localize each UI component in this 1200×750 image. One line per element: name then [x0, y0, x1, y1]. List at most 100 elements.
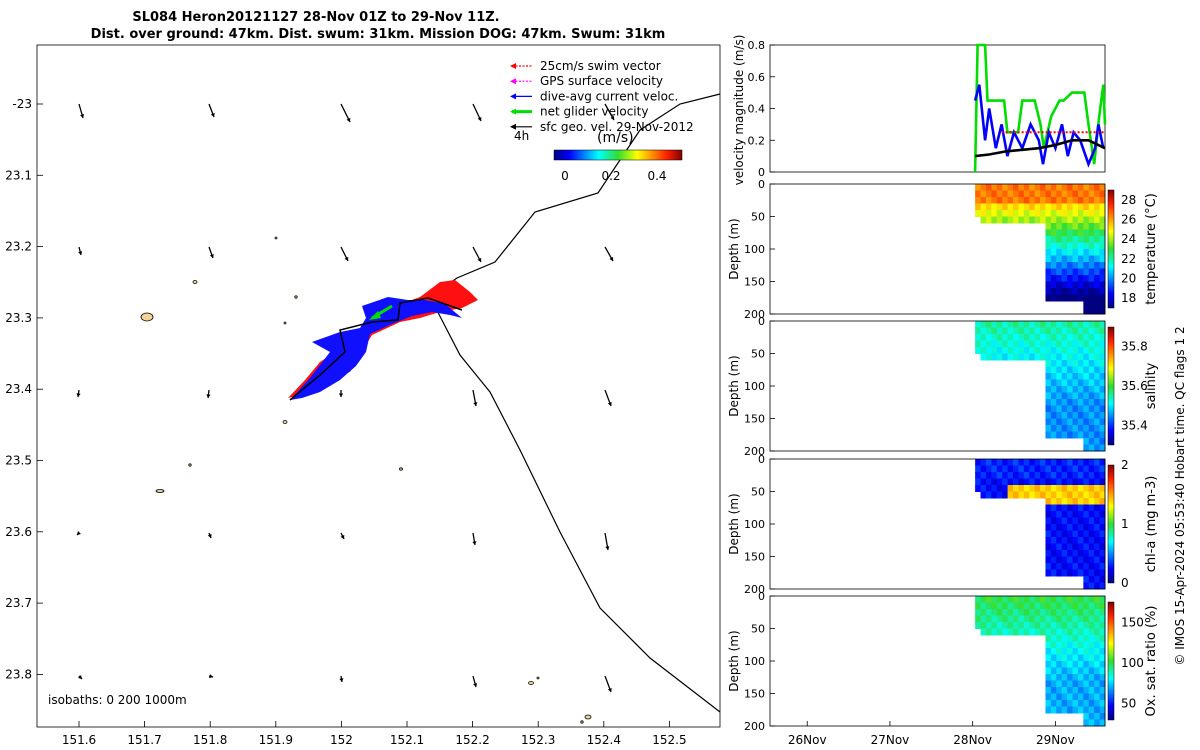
- map-x-tick-label: 152.4: [587, 733, 621, 747]
- colorbar-tick-label: 20: [1121, 272, 1136, 286]
- current-arrow: [208, 246, 214, 259]
- velocity-y-tick-label: 0.4: [748, 103, 766, 116]
- depth-tick-label: 0: [758, 315, 765, 328]
- glider-path-line: [289, 297, 463, 401]
- colorbar-tick-label: 35.6: [1121, 379, 1148, 393]
- map-x-tick-label: 151.9: [259, 733, 293, 747]
- depth-tick-label: 100: [744, 518, 765, 531]
- current-arrow: [604, 532, 610, 551]
- glider-track: [288, 280, 478, 401]
- colorbar-tick-label: 18: [1121, 291, 1136, 305]
- profile-data-cells: [975, 596, 1106, 727]
- depth-tick-label: 50: [751, 348, 765, 361]
- colorbar-tick-label: 2: [1121, 458, 1129, 472]
- profile-data-cells: [975, 321, 1106, 452]
- current-arrow: [604, 246, 614, 262]
- current-arrow: [604, 389, 612, 407]
- colorbar-unit-label: (m/s): [597, 130, 634, 146]
- depth-tick-label: 150: [744, 688, 765, 701]
- depth-tick-label: 150: [744, 551, 765, 564]
- time-tick-label: 28Nov: [953, 733, 992, 747]
- velocity-series-line: [974, 139, 1106, 158]
- profile-data-cells: [975, 459, 1106, 590]
- depth-tick-label: 200: [744, 720, 765, 733]
- speed-colorbar-tick-label: 0.2: [601, 169, 620, 183]
- depth-tick-label: 50: [751, 486, 765, 499]
- velocity-series: [973, 43, 1107, 173]
- speed-colorbar-tick-label: 0: [561, 169, 569, 183]
- map-x-tick-label: 152.3: [521, 733, 555, 747]
- profile-colorbar: [1107, 189, 1115, 309]
- current-vector-arrows: [76, 103, 615, 693]
- time-tick-label: 29Nov: [1036, 733, 1075, 747]
- colorbar-tick-label: 35.4: [1121, 418, 1148, 432]
- map-y-tick-label: 23.3: [5, 311, 32, 325]
- depth-tick-label: 100: [744, 380, 765, 393]
- velocity-y-tick-label: 0.2: [748, 134, 766, 147]
- net-glider-velocity-head: [369, 311, 381, 320]
- current-arrow: [78, 675, 83, 680]
- current-arrow: [472, 675, 478, 688]
- isobaths-label: isobaths: 0 200 1000m: [48, 693, 187, 707]
- colorbar-tick-label: 35.8: [1121, 340, 1148, 354]
- profile-colorbar: [1107, 601, 1115, 721]
- velocity-y-tick-label: 0: [758, 166, 765, 179]
- map-y-tick-label: 23.8: [5, 667, 32, 681]
- current-arrow: [339, 675, 344, 683]
- map-x-tick-label: 151.6: [62, 733, 96, 747]
- current-arrow: [472, 389, 478, 407]
- colorbar-label: Ox. sat. ratio (%): [1144, 606, 1159, 717]
- map-x-tick-label: 152: [330, 733, 353, 747]
- depth-tick-label: 200: [744, 308, 765, 321]
- velocity-y-tick-label: 0.6: [748, 71, 766, 84]
- title-line-2: Dist. over ground: 47km. Dist. swum: 31k…: [91, 27, 666, 42]
- current-arrow: [76, 389, 81, 398]
- profile-colorbar: [1107, 326, 1115, 446]
- map-y-ticks: -23 23.1 23.2 23.3 23.4 23.5 23.6 23.7 23.8: [5, 97, 43, 681]
- current-arrow: [78, 103, 85, 119]
- speed-colorbar-ticks: 0 0.2 0.4: [561, 169, 666, 183]
- map-y-tick-label: 23.6: [5, 525, 32, 539]
- legend-label: GPS surface velocity: [540, 74, 663, 88]
- map-y-tick-label: 23.2: [5, 240, 32, 254]
- current-arrow: [208, 103, 215, 118]
- colorbar-tick-label: 100: [1121, 656, 1144, 670]
- current-arrow: [338, 390, 344, 397]
- map-y-tick-label: 23.7: [5, 596, 32, 610]
- colorbar-tick-label: 24: [1121, 232, 1136, 246]
- depth-tick-label: 200: [744, 583, 765, 596]
- depth-tick-label: 50: [751, 623, 765, 636]
- time-axis-ticks: 26Nov 27Nov 28Nov 29Nov: [788, 721, 1075, 747]
- title-line-1: SL084 Heron20121127 28-Nov 01Z to 29-Nov…: [132, 10, 499, 25]
- depth-axis-label: Depth (m): [727, 493, 741, 554]
- legend-entry: sfc geo. vel. 29-Nov-2012: [510, 120, 694, 134]
- current-arrow: [76, 531, 81, 536]
- speed-colorbar: [553, 149, 683, 161]
- legend-entry: net glider velocity: [510, 105, 648, 119]
- current-arrow: [604, 675, 612, 693]
- map-x-tick-label: 151.8: [193, 733, 227, 747]
- map-x-tick-label: 151.7: [127, 733, 161, 747]
- current-arrow: [472, 103, 482, 122]
- current-arrow: [206, 389, 211, 399]
- map-x-tick-label: 152.1: [390, 733, 424, 747]
- map-y-tick-label: 23.5: [5, 454, 32, 468]
- map-y-tick-label: 23.1: [5, 168, 32, 182]
- current-arrow: [472, 246, 482, 263]
- current-arrow: [340, 246, 349, 262]
- depth-tick-label: 100: [744, 655, 765, 668]
- velocity-series-line: [973, 84, 1105, 168]
- colorbar-tick-label: 0: [1121, 576, 1129, 590]
- profile-data-cells: [975, 184, 1106, 315]
- map-x-tick-label: 152.2: [455, 733, 489, 747]
- colorbar-tick-label: 1: [1121, 517, 1129, 531]
- island-outlines: [140, 236, 592, 724]
- legend-entry: GPS surface velocity: [510, 74, 663, 88]
- legend-entry: dive-avg current veloc.: [510, 89, 678, 103]
- velocity-ylabel: velocity magnitude (m/s): [732, 35, 746, 186]
- depth-tick-label: 0: [758, 590, 765, 603]
